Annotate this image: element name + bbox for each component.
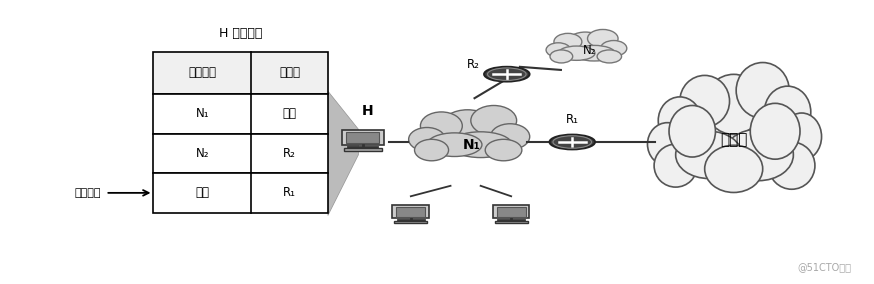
- FancyBboxPatch shape: [342, 130, 384, 145]
- FancyBboxPatch shape: [496, 207, 526, 217]
- FancyBboxPatch shape: [392, 205, 429, 218]
- FancyBboxPatch shape: [493, 205, 530, 218]
- Ellipse shape: [768, 142, 815, 189]
- Ellipse shape: [600, 41, 627, 56]
- Ellipse shape: [558, 46, 595, 60]
- Ellipse shape: [587, 30, 618, 48]
- Ellipse shape: [471, 105, 517, 135]
- Ellipse shape: [669, 105, 716, 157]
- Ellipse shape: [490, 124, 530, 149]
- Text: R₁: R₁: [283, 186, 296, 199]
- Text: N₂: N₂: [196, 147, 209, 160]
- Text: R₂: R₂: [283, 147, 296, 160]
- Ellipse shape: [736, 62, 789, 118]
- Ellipse shape: [658, 97, 701, 144]
- Ellipse shape: [648, 123, 687, 166]
- Text: R₁: R₁: [565, 113, 579, 126]
- Ellipse shape: [409, 128, 445, 151]
- Ellipse shape: [704, 74, 763, 135]
- Ellipse shape: [704, 145, 763, 193]
- Ellipse shape: [485, 139, 522, 161]
- Ellipse shape: [597, 50, 621, 63]
- FancyBboxPatch shape: [344, 148, 382, 151]
- Ellipse shape: [546, 43, 571, 57]
- Ellipse shape: [680, 76, 730, 127]
- Text: H 的路由表: H 的路由表: [219, 27, 262, 40]
- Text: 默认路由: 默认路由: [74, 188, 101, 198]
- FancyBboxPatch shape: [495, 221, 528, 223]
- Text: 下一跳: 下一跳: [279, 66, 300, 79]
- FancyBboxPatch shape: [154, 173, 328, 213]
- Ellipse shape: [750, 103, 800, 159]
- Ellipse shape: [781, 113, 822, 160]
- Circle shape: [484, 67, 530, 82]
- FancyBboxPatch shape: [154, 94, 328, 133]
- Text: 直接: 直接: [282, 107, 296, 120]
- FancyBboxPatch shape: [346, 132, 379, 143]
- Ellipse shape: [765, 86, 811, 138]
- Text: N₁: N₁: [463, 138, 481, 152]
- FancyBboxPatch shape: [154, 133, 328, 173]
- Text: H: H: [361, 104, 373, 118]
- Ellipse shape: [427, 133, 482, 156]
- Ellipse shape: [420, 112, 462, 140]
- FancyBboxPatch shape: [154, 52, 328, 94]
- Text: 互联网: 互联网: [720, 132, 747, 147]
- Ellipse shape: [441, 110, 494, 142]
- Ellipse shape: [573, 45, 615, 61]
- Ellipse shape: [568, 32, 603, 52]
- Ellipse shape: [414, 139, 448, 161]
- Text: N₁: N₁: [196, 107, 209, 120]
- Polygon shape: [328, 91, 358, 216]
- Ellipse shape: [449, 132, 512, 158]
- Ellipse shape: [676, 131, 742, 179]
- FancyBboxPatch shape: [396, 207, 426, 217]
- Circle shape: [550, 135, 595, 149]
- Ellipse shape: [654, 144, 697, 187]
- Ellipse shape: [724, 129, 794, 181]
- Text: 目的网络: 目的网络: [188, 66, 216, 79]
- FancyBboxPatch shape: [394, 221, 427, 223]
- Text: R₂: R₂: [468, 58, 480, 71]
- Text: 其他: 其他: [195, 186, 209, 199]
- Ellipse shape: [554, 33, 582, 50]
- Text: @51CTO博客: @51CTO博客: [797, 262, 851, 272]
- Ellipse shape: [550, 50, 572, 63]
- Text: N₂: N₂: [583, 44, 596, 57]
